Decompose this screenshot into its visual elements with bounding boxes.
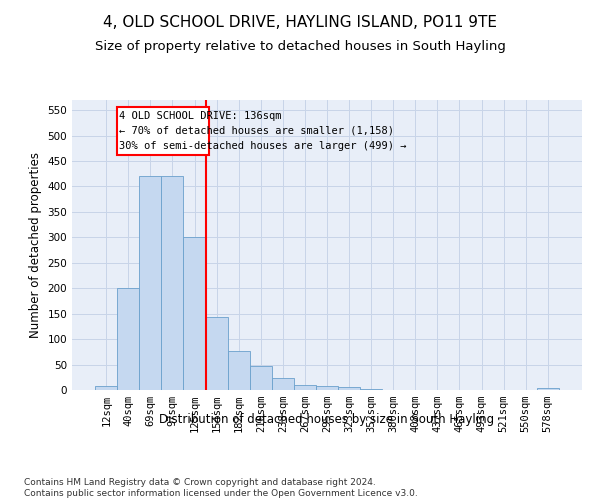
- Text: 4, OLD SCHOOL DRIVE, HAYLING ISLAND, PO11 9TE: 4, OLD SCHOOL DRIVE, HAYLING ISLAND, PO1…: [103, 15, 497, 30]
- Bar: [316, 386, 338, 390]
- Bar: [294, 385, 316, 390]
- Bar: [272, 378, 294, 390]
- Bar: [537, 388, 559, 390]
- Bar: [117, 288, 139, 390]
- Bar: [227, 351, 250, 390]
- Text: Size of property relative to detached houses in South Hayling: Size of property relative to detached ho…: [95, 40, 505, 53]
- FancyBboxPatch shape: [117, 106, 209, 155]
- Bar: [250, 366, 272, 390]
- Bar: [139, 176, 161, 390]
- Y-axis label: Number of detached properties: Number of detached properties: [29, 152, 42, 338]
- Text: 4 OLD SCHOOL DRIVE: 136sqm: 4 OLD SCHOOL DRIVE: 136sqm: [119, 110, 282, 120]
- Text: Distribution of detached houses by size in South Hayling: Distribution of detached houses by size …: [160, 412, 494, 426]
- Bar: [206, 317, 227, 390]
- Text: ← 70% of detached houses are smaller (1,158): ← 70% of detached houses are smaller (1,…: [119, 126, 394, 136]
- Bar: [161, 176, 184, 390]
- Bar: [338, 388, 360, 390]
- Text: 30% of semi-detached houses are larger (499) →: 30% of semi-detached houses are larger (…: [119, 141, 407, 151]
- Bar: [95, 386, 117, 390]
- Bar: [184, 238, 206, 390]
- Bar: [360, 389, 382, 390]
- Text: Contains HM Land Registry data © Crown copyright and database right 2024.
Contai: Contains HM Land Registry data © Crown c…: [24, 478, 418, 498]
